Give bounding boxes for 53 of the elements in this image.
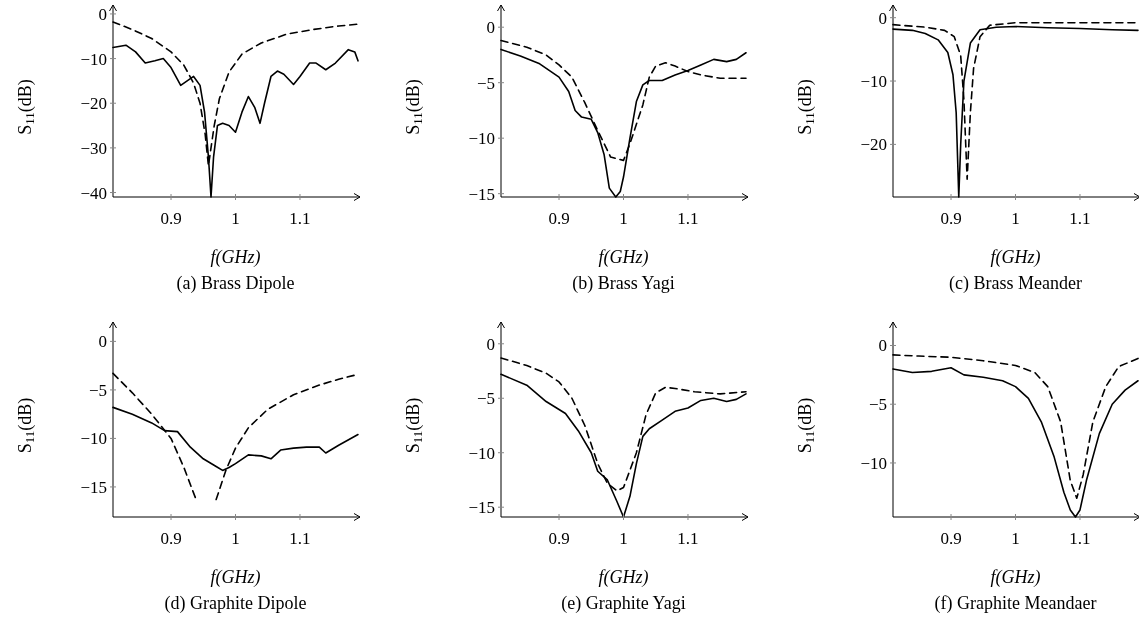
y-tick-label: −5 [476, 389, 495, 409]
y-tick-label: −5 [868, 395, 887, 415]
y-tick-label: 0 [486, 334, 495, 354]
y-tick-label: −5 [88, 380, 107, 400]
y-tick-label: −10 [80, 49, 107, 69]
y-tick-label: −20 [860, 135, 887, 155]
x-tick-label: 0.9 [940, 209, 962, 228]
x-axis-title: f(GHz) [598, 247, 649, 268]
y-tick-label: 0 [878, 8, 887, 28]
y-tick-label: −10 [468, 443, 495, 463]
x-tick-label: 1 [619, 209, 628, 228]
text: (b) Brass Yagi [572, 273, 675, 294]
x-tick-label: 0.9 [548, 529, 570, 548]
y-tick-label: −15 [468, 498, 495, 518]
y-tick-label: −10 [468, 129, 495, 149]
x-tick-label: 1.1 [1069, 529, 1091, 548]
y-tick-label: −20 [80, 94, 107, 114]
x-axis-title: f(GHz) [210, 567, 261, 588]
y-tick-label: −10 [860, 453, 887, 473]
x-tick-label: 1.1 [677, 209, 699, 228]
text: (e) Graphite Yagi [561, 593, 686, 614]
text: (c) Brass Meander [949, 273, 1082, 294]
y-tick-label: −30 [80, 138, 107, 158]
y-tick-label: 0 [486, 18, 495, 38]
y-tick-label: 0 [98, 332, 107, 352]
y-tick-label: 0 [878, 336, 887, 356]
y-tick-label: −10 [80, 429, 107, 449]
x-axis-title: f(GHz) [598, 567, 649, 588]
x-tick-label: 1 [231, 529, 240, 548]
x-tick-label: 1 [1011, 209, 1020, 228]
x-tick-label: 1.1 [1069, 209, 1091, 228]
x-tick-label: 1 [619, 529, 628, 548]
x-tick-label: 0.9 [940, 529, 962, 548]
x-tick-label: 1.1 [289, 529, 311, 548]
x-tick-label: 0.9 [160, 529, 182, 548]
y-tick-label: −10 [860, 72, 887, 92]
x-tick-label: 1.1 [677, 529, 699, 548]
x-axis-title: f(GHz) [990, 567, 1041, 588]
text: (f) Graphite Meandaer [934, 593, 1097, 614]
x-axis-title: f(GHz) [210, 247, 261, 268]
x-tick-label: 1 [231, 209, 240, 228]
y-tick-label: −15 [468, 184, 495, 204]
y-tick-label: 0 [98, 4, 107, 24]
x-tick-label: 0.9 [160, 209, 182, 228]
y-tick-label: −15 [80, 477, 107, 497]
y-tick-label: −40 [80, 183, 107, 203]
x-tick-label: 1.1 [289, 209, 311, 228]
text: (d) Graphite Dipole [164, 593, 307, 614]
x-tick-label: 1 [1011, 529, 1020, 548]
text: (a) Brass Dipole [176, 273, 295, 294]
x-tick-label: 0.9 [548, 209, 570, 228]
x-axis-title: f(GHz) [990, 247, 1041, 268]
y-tick-label: −5 [476, 73, 495, 93]
